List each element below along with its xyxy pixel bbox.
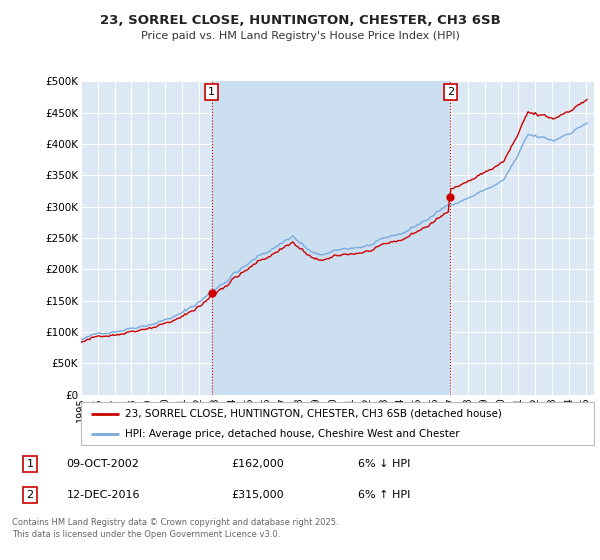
Text: 23, SORREL CLOSE, HUNTINGTON, CHESTER, CH3 6SB: 23, SORREL CLOSE, HUNTINGTON, CHESTER, C… [100,14,500,27]
Text: £315,000: £315,000 [231,490,284,500]
Text: 23, SORREL CLOSE, HUNTINGTON, CHESTER, CH3 6SB (detached house): 23, SORREL CLOSE, HUNTINGTON, CHESTER, C… [125,409,502,419]
Text: 1: 1 [208,87,215,97]
Text: 6% ↓ HPI: 6% ↓ HPI [358,459,410,469]
Text: £162,000: £162,000 [231,459,284,469]
Text: HPI: Average price, detached house, Cheshire West and Chester: HPI: Average price, detached house, Ches… [125,428,459,438]
Text: 12-DEC-2016: 12-DEC-2016 [67,490,140,500]
Text: 2: 2 [26,490,34,500]
Bar [212,81,450,395]
Text: 09-OCT-2002: 09-OCT-2002 [67,459,140,469]
Text: 2: 2 [446,87,454,97]
Text: Contains HM Land Registry data © Crown copyright and database right 2025.
This d: Contains HM Land Registry data © Crown c… [12,518,338,539]
Text: 1: 1 [26,459,34,469]
Text: 6% ↑ HPI: 6% ↑ HPI [358,490,410,500]
Text: Price paid vs. HM Land Registry's House Price Index (HPI): Price paid vs. HM Land Registry's House … [140,31,460,41]
